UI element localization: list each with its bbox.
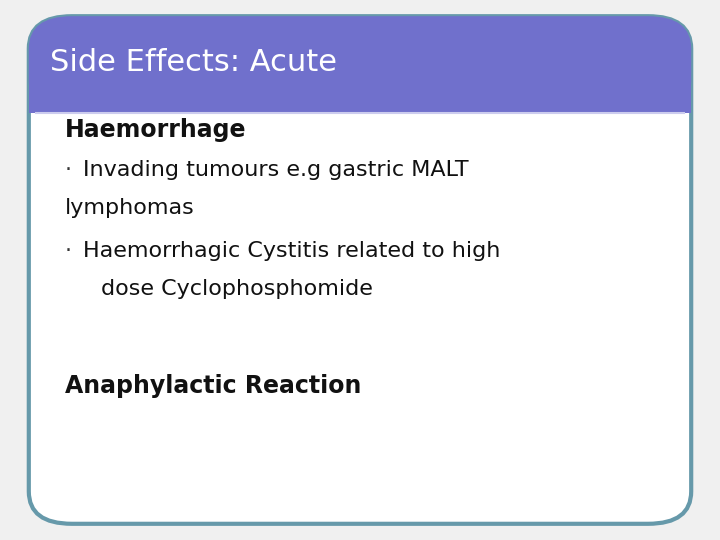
Text: Invading tumours e.g gastric MALT: Invading tumours e.g gastric MALT (83, 160, 469, 180)
FancyBboxPatch shape (29, 79, 691, 113)
FancyBboxPatch shape (29, 16, 691, 524)
Text: ·: · (65, 160, 72, 180)
Text: Haemorrhagic Cystitis related to high: Haemorrhagic Cystitis related to high (83, 241, 500, 261)
Text: Anaphylactic Reaction: Anaphylactic Reaction (65, 374, 361, 398)
Text: Side Effects: Acute: Side Effects: Acute (50, 49, 338, 77)
FancyBboxPatch shape (29, 16, 691, 113)
Text: ·: · (65, 241, 72, 261)
Text: dose Cyclophosphomide: dose Cyclophosphomide (101, 279, 373, 299)
Text: lymphomas: lymphomas (65, 198, 194, 218)
Text: Haemorrhage: Haemorrhage (65, 118, 246, 141)
